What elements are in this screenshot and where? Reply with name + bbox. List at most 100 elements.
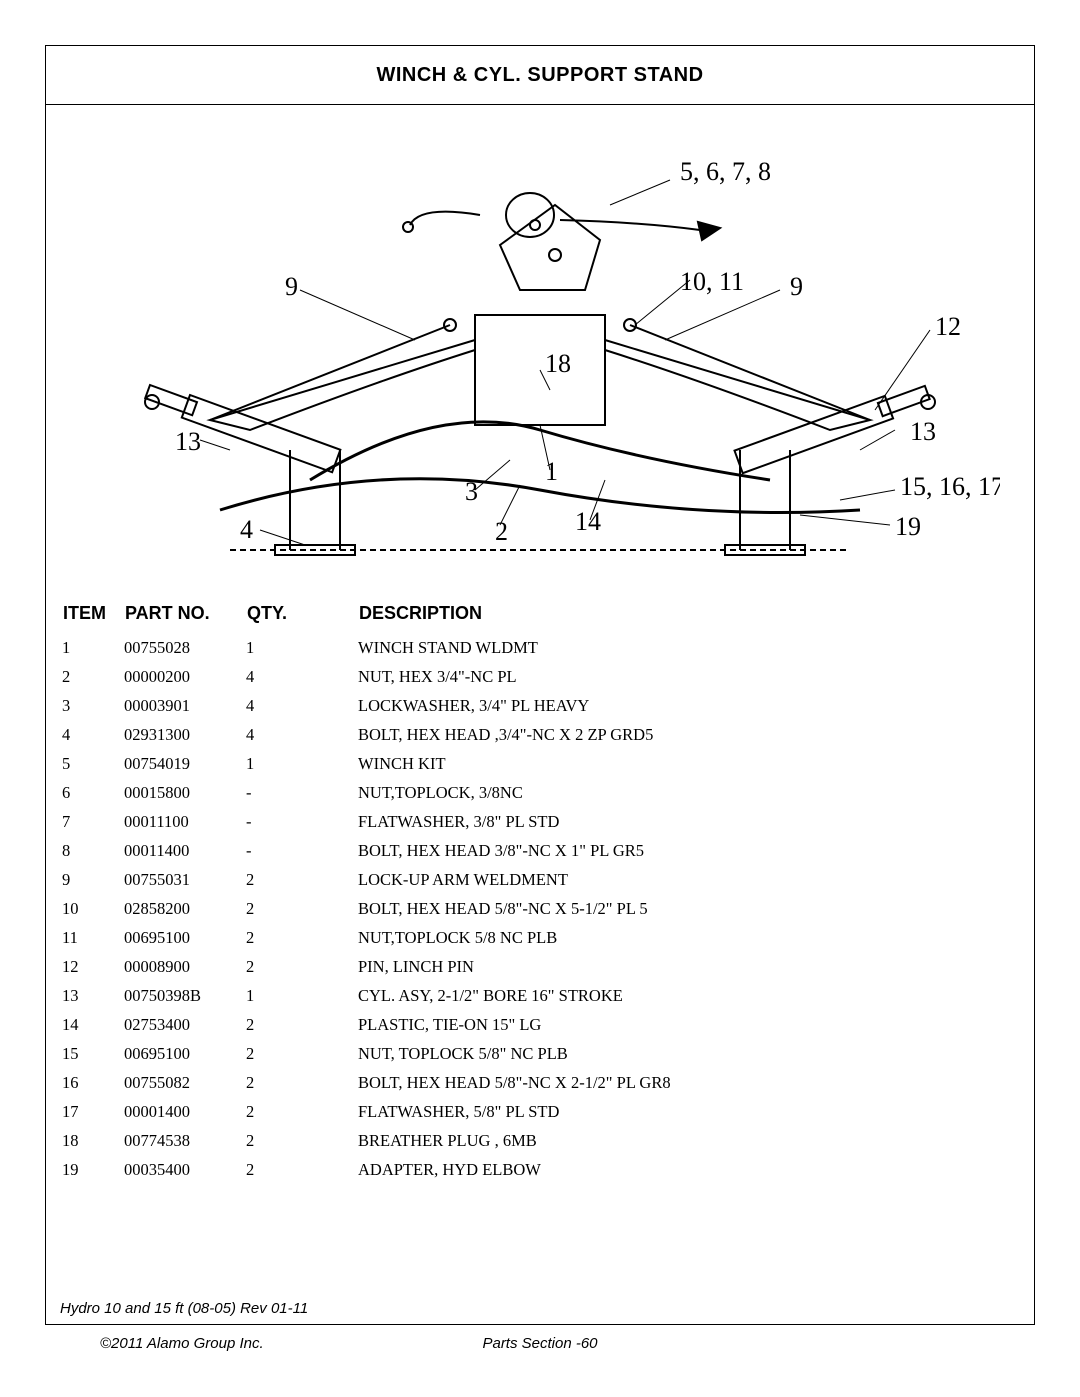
cell-item: 14	[62, 1011, 122, 1038]
header-partno: PART NO.	[124, 602, 244, 632]
cell-desc: BOLT, HEX HEAD 5/8"-NC X 2-1/2" PL GR8	[358, 1069, 858, 1096]
cell-qty: -	[246, 779, 356, 806]
cell-item: 5	[62, 750, 122, 777]
callout-13b: 13	[910, 417, 936, 446]
cell-desc: PLASTIC, TIE-ON 15" LG	[358, 1011, 858, 1038]
callout-1: 1	[545, 457, 558, 486]
cell-item: 15	[62, 1040, 122, 1067]
callout-19: 19	[895, 512, 921, 541]
header-qty: QTY.	[246, 602, 356, 632]
header-item: ITEM	[62, 602, 122, 632]
cell-partno: 00001400	[124, 1098, 244, 1125]
table-row: 1007550281WINCH STAND WLDMT	[62, 634, 858, 661]
table-row: 800011400-BOLT, HEX HEAD 3/8"-NC X 1" PL…	[62, 837, 858, 864]
cell-desc: BOLT, HEX HEAD ,3/4"-NC X 2 ZP GRD5	[358, 721, 858, 748]
cell-partno: 00000200	[124, 663, 244, 690]
cell-item: 18	[62, 1127, 122, 1154]
header-desc: DESCRIPTION	[358, 602, 858, 632]
cell-qty: 4	[246, 663, 356, 690]
cell-qty: 2	[246, 1069, 356, 1096]
table-row: 9007550312LOCK-UP ARM WELDMENT	[62, 866, 858, 893]
parts-table: ITEM PART NO. QTY. DESCRIPTION 100755028…	[60, 600, 860, 1185]
cell-desc: LOCK-UP ARM WELDMENT	[358, 866, 858, 893]
cell-item: 13	[62, 982, 122, 1009]
table-row: 5007540191WINCH KIT	[62, 750, 858, 777]
cell-desc: FLATWASHER, 5/8" PL STD	[358, 1098, 858, 1125]
cell-partno: 00003901	[124, 692, 244, 719]
cell-qty: 2	[246, 1011, 356, 1038]
table-row: 16007550822BOLT, HEX HEAD 5/8"-NC X 2-1/…	[62, 1069, 858, 1096]
cell-item: 4	[62, 721, 122, 748]
cell-item: 9	[62, 866, 122, 893]
cell-item: 16	[62, 1069, 122, 1096]
page-title: WINCH & CYL. SUPPORT STAND	[376, 64, 703, 87]
table-row: 2000002004NUT, HEX 3/4"-NC PL	[62, 663, 858, 690]
cell-item: 17	[62, 1098, 122, 1125]
cell-qty: 2	[246, 1156, 356, 1183]
table-row: 14027534002PLASTIC, TIE-ON 15" LG	[62, 1011, 858, 1038]
cell-item: 10	[62, 895, 122, 922]
cell-qty: 2	[246, 1040, 356, 1067]
cell-partno: 00695100	[124, 924, 244, 951]
table-row: 17000014002FLATWASHER, 5/8" PL STD	[62, 1098, 858, 1125]
table-row: 11006951002NUT,TOPLOCK 5/8 NC PLB	[62, 924, 858, 951]
cell-qty: 2	[246, 1098, 356, 1125]
callout-5678: 5, 6, 7, 8	[680, 157, 771, 186]
cell-qty: 2	[246, 866, 356, 893]
exploded-diagram: 5, 6, 7, 8 9 9 10, 11 12 13 13 15, 16, 1…	[80, 150, 1000, 580]
cell-partno: 00755031	[124, 866, 244, 893]
table-row: 3000039014LOCKWASHER, 3/4" PL HEAVY	[62, 692, 858, 719]
cell-partno: 02931300	[124, 721, 244, 748]
cell-partno: 02858200	[124, 895, 244, 922]
cell-qty: -	[246, 837, 356, 864]
callout-4: 4	[240, 515, 253, 544]
callout-13a: 13	[175, 427, 201, 456]
table-row: 4029313004BOLT, HEX HEAD ,3/4"-NC X 2 ZP…	[62, 721, 858, 748]
cell-item: 3	[62, 692, 122, 719]
cell-desc: LOCKWASHER, 3/4" PL HEAVY	[358, 692, 858, 719]
cell-qty: 2	[246, 1127, 356, 1154]
cell-item: 2	[62, 663, 122, 690]
cell-partno: 00774538	[124, 1127, 244, 1154]
cell-qty: 1	[246, 634, 356, 661]
cell-desc: NUT, TOPLOCK 5/8" NC PLB	[358, 1040, 858, 1067]
cell-qty: 2	[246, 895, 356, 922]
cell-qty: -	[246, 808, 356, 835]
cell-partno: 00011100	[124, 808, 244, 835]
cell-partno: 00754019	[124, 750, 244, 777]
cell-partno: 00035400	[124, 1156, 244, 1183]
cell-qty: 4	[246, 692, 356, 719]
cell-desc: NUT, HEX 3/4"-NC PL	[358, 663, 858, 690]
cell-partno: 00755082	[124, 1069, 244, 1096]
callout-151617: 15, 16, 17	[900, 472, 1000, 501]
callout-3: 3	[465, 477, 478, 506]
cell-partno: 00008900	[124, 953, 244, 980]
table-row: 600015800-NUT,TOPLOCK, 3/8NC	[62, 779, 858, 806]
table-row: 700011100-FLATWASHER, 3/8" PL STD	[62, 808, 858, 835]
cell-partno: 00695100	[124, 1040, 244, 1067]
table-row: 1300750398B1CYL. ASY, 2-1/2" BORE 16" ST…	[62, 982, 858, 1009]
cell-desc: BOLT, HEX HEAD 5/8"-NC X 5-1/2" PL 5	[358, 895, 858, 922]
cell-item: 19	[62, 1156, 122, 1183]
table-row: 10028582002BOLT, HEX HEAD 5/8"-NC X 5-1/…	[62, 895, 858, 922]
cell-item: 7	[62, 808, 122, 835]
footer-revision: Hydro 10 and 15 ft (08-05) Rev 01-11	[60, 1300, 308, 1317]
callout-14: 14	[575, 507, 601, 536]
cell-partno: 00755028	[124, 634, 244, 661]
cell-item: 12	[62, 953, 122, 980]
callout-9b: 9	[790, 272, 803, 301]
cell-desc: CYL. ASY, 2-1/2" BORE 16" STROKE	[358, 982, 858, 1009]
cell-desc: NUT,TOPLOCK 5/8 NC PLB	[358, 924, 858, 951]
cell-desc: WINCH KIT	[358, 750, 858, 777]
table-row: 12000089002PIN, LINCH PIN	[62, 953, 858, 980]
cell-partno: 00750398B	[124, 982, 244, 1009]
cell-qty: 2	[246, 953, 356, 980]
cell-item: 1	[62, 634, 122, 661]
cell-desc: ADAPTER, HYD ELBOW	[358, 1156, 858, 1183]
callout-9a: 9	[285, 272, 298, 301]
footer-section: Parts Section -60	[0, 1335, 1080, 1352]
cell-qty: 2	[246, 924, 356, 951]
table-row: 15006951002NUT, TOPLOCK 5/8" NC PLB	[62, 1040, 858, 1067]
cell-desc: BOLT, HEX HEAD 3/8"-NC X 1" PL GR5	[358, 837, 858, 864]
cell-qty: 1	[246, 982, 356, 1009]
